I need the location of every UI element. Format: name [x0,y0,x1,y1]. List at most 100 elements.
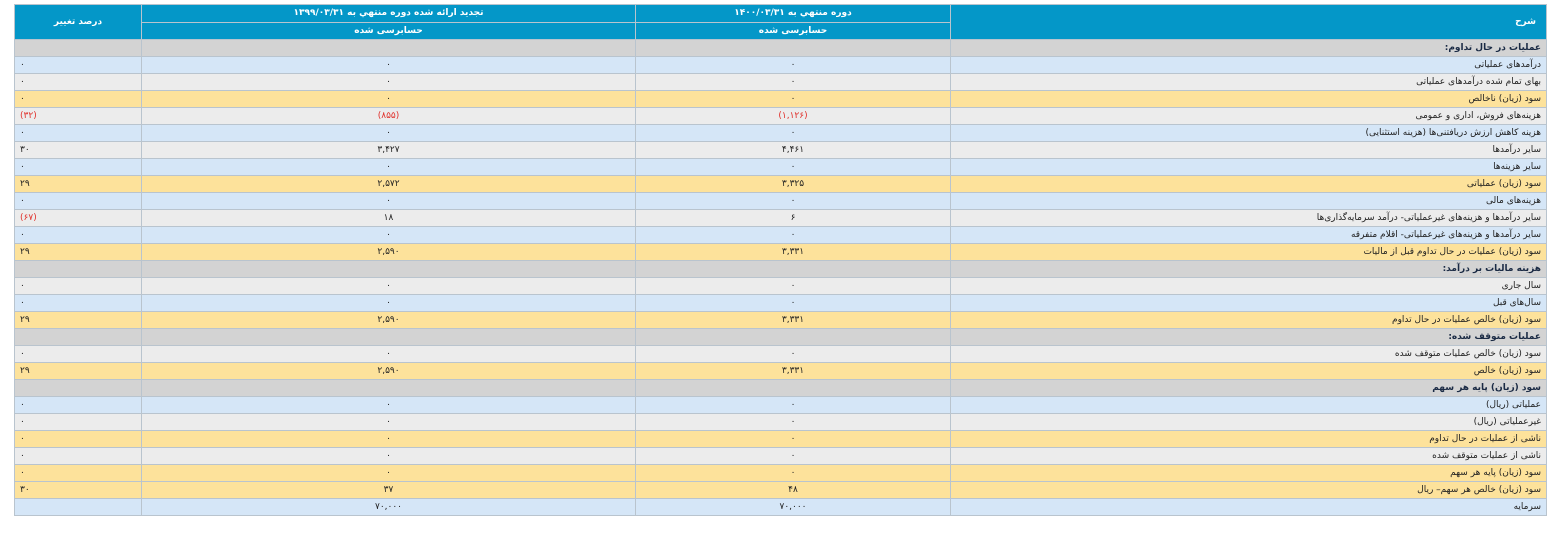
table-row: ناشی از عملیات در حال تداوم ۰ ۰ ۰ [14,430,1547,448]
row-label: درآمدهای عملیاتی [950,56,1547,74]
table-row: سود (زیان) خالص عملیات در حال تداوم ۳,۳۳۱… [14,311,1547,329]
row-label: سایر هزینه‌ها [950,158,1547,176]
row-label: سود (زیان) خالص هر سهم– ریال [950,481,1547,499]
empty-cell [141,260,636,278]
section-title: عملیات در حال تداوم: [950,39,1547,57]
value-current: ۰ [635,396,951,414]
value-current: ۳,۳۲۵ [635,175,951,193]
value-change: ۰ [14,345,142,363]
table-row: سود (زیان) پایه هر سهم ۰ ۰ ۰ [14,464,1547,482]
empty-cell [141,328,636,346]
table-row: سایر درآمدها ۴,۴۶۱ ۳,۴۲۷ ۳۰ [14,141,1547,159]
table-body: عملیات در حال تداوم: درآمدهای عملیاتی ۰ ۰ ۰ ب… [14,39,1547,516]
empty-cell [635,260,951,278]
value-current: ۰ [635,158,951,176]
value-current: ۰ [635,294,951,312]
header-period-current: دوره منتهي به ۱۴۰۰/۰۳/۳۱ [635,4,951,23]
section-title: عملیات متوقف شده: [950,328,1547,346]
value-change: (۳۲) [14,107,142,125]
value-change [14,498,142,516]
value-change: (۶۷) [14,209,142,227]
section-row: عملیات متوقف شده: [14,328,1547,346]
section-row: عملیات در حال تداوم: [14,39,1547,57]
header-audited-previous: حسابرسی شده [141,22,636,40]
income-statement: شرح دوره منتهي به ۱۴۰۰/۰۳/۳۱ تجدید ارائه… [14,4,1547,516]
empty-cell [141,39,636,57]
value-previous: (۸۵۵) [141,107,636,125]
value-current: ۰ [635,73,951,91]
table-row: هزینه‌های فروش، اداری و عمومی (۱,۱۲۶) (۸۵۵… [14,107,1547,125]
empty-cell [635,39,951,57]
row-label: سود (زیان) خالص عملیات در حال تداوم [950,311,1547,329]
value-change: ۳۰ [14,141,142,159]
row-label: هزینه‌های مالی [950,192,1547,210]
row-label: سایر درآمدها و هزینه‌های غیرعملیاتی- درآ… [950,209,1547,227]
value-change: ۰ [14,430,142,448]
value-current: ۷۰,۰۰۰ [635,498,951,516]
table-row: سود (زیان) خالص عملیات متوقف شده ۰ ۰ ۰ [14,345,1547,363]
table-header: شرح دوره منتهي به ۱۴۰۰/۰۳/۳۱ تجدید ارائه… [14,4,1547,40]
table-row: هزینه‌های مالی ۰ ۰ ۰ [14,192,1547,210]
row-label: سود (زیان) خالص عملیات متوقف شده [950,345,1547,363]
value-change: ۲۹ [14,175,142,193]
value-change: ۲۹ [14,243,142,261]
value-change: ۰ [14,277,142,295]
value-previous: ۰ [141,413,636,431]
value-previous: ۰ [141,396,636,414]
value-previous: ۰ [141,158,636,176]
value-previous: ۰ [141,277,636,295]
section-row: سود (زیان) پایه هر سهم [14,379,1547,397]
value-current: ۶ [635,209,951,227]
value-current: ۰ [635,345,951,363]
value-change: ۰ [14,294,142,312]
value-change: ۰ [14,413,142,431]
value-previous: ۰ [141,294,636,312]
table-row: سال جاری ۰ ۰ ۰ [14,277,1547,295]
row-label: سایر درآمدها [950,141,1547,159]
table-row: غیرعملیاتی (ریال) ۰ ۰ ۰ [14,413,1547,431]
empty-cell [14,328,142,346]
value-change: ۰ [14,447,142,465]
row-label: بهای تمام شده درآمدهای عملیاتی [950,73,1547,91]
value-change: ۰ [14,158,142,176]
value-previous: ۱۸ [141,209,636,227]
row-label: سود (زیان) عملیاتی [950,175,1547,193]
row-label: سود (زیان) خالص [950,362,1547,380]
value-current: (۱,۱۲۶) [635,107,951,125]
empty-cell [635,328,951,346]
table-row: سود (زیان) عملیات در حال تداوم قبل از ما… [14,243,1547,261]
value-current: ۰ [635,413,951,431]
row-label: سال جاری [950,277,1547,295]
row-label: غیرعملیاتی (ریال) [950,413,1547,431]
value-change: ۰ [14,56,142,74]
value-current: ۰ [635,277,951,295]
value-previous: ۰ [141,226,636,244]
value-previous: ۰ [141,192,636,210]
row-label: سال‌های قبل [950,294,1547,312]
table-row: سود (زیان) عملیاتی ۳,۳۲۵ ۲,۵۷۲ ۲۹ [14,175,1547,193]
value-change: ۰ [14,396,142,414]
value-previous: ۰ [141,345,636,363]
section-title: سود (زیان) پایه هر سهم [950,379,1547,397]
value-change: ۰ [14,464,142,482]
header-description: شرح [950,4,1547,40]
value-current: ۰ [635,124,951,142]
value-current: ۴,۴۶۱ [635,141,951,159]
value-previous: ۳,۴۲۷ [141,141,636,159]
value-previous: ۷۰,۰۰۰ [141,498,636,516]
value-change: ۰ [14,73,142,91]
income-statement-table: شرح دوره منتهي به ۱۴۰۰/۰۳/۳۱ تجدید ارائه… [14,4,1547,516]
value-change: ۳۰ [14,481,142,499]
section-row: هزینه مالیات بر درآمد: [14,260,1547,278]
value-change: ۰ [14,226,142,244]
value-current: ۳,۳۳۱ [635,311,951,329]
value-current: ۳,۳۳۱ [635,243,951,261]
value-previous: ۰ [141,447,636,465]
row-label: ناشی از عملیات در حال تداوم [950,430,1547,448]
row-label: سود (زیان) عملیات در حال تداوم قبل از ما… [950,243,1547,261]
row-label: سرمایه [950,498,1547,516]
empty-cell [14,260,142,278]
value-current: ۰ [635,464,951,482]
table-row: هزینه کاهش ارزش دریافتنی‌ها (هزینه استثن… [14,124,1547,142]
value-previous: ۰ [141,464,636,482]
